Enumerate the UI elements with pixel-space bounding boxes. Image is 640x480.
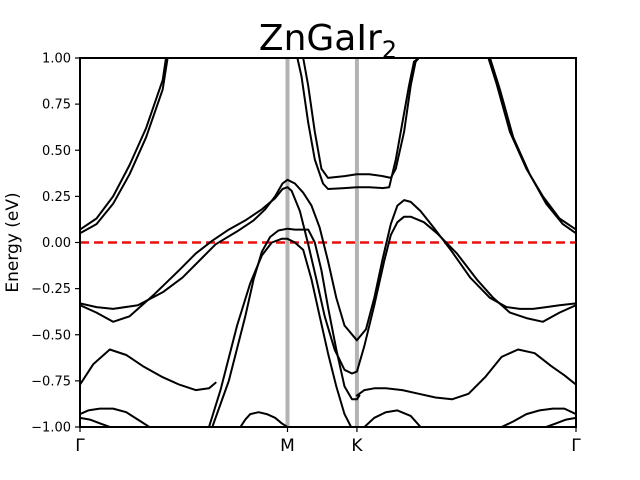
- y-tick-label: 0.25: [42, 190, 71, 205]
- y-tick-label: 0.00: [42, 236, 71, 251]
- x-tick-label-0: Γ: [75, 436, 85, 456]
- band-line-4: [302, 58, 420, 179]
- y-tick-label: −0.50: [31, 328, 71, 343]
- chart-title-main: ZnGaIr: [259, 18, 382, 59]
- y-tick-label: 0.75: [42, 98, 71, 113]
- band-line-5: [296, 58, 420, 190]
- band-line-0: [80, 58, 167, 231]
- band-line-17: [535, 416, 576, 427]
- y-ticks: 1.00 0.75 0.50 0.25 0.00 −0.25 −0.50 −0.75 −1.00: [31, 52, 80, 436]
- x-tick-label-2: K: [351, 436, 363, 456]
- band-line-3: [489, 58, 576, 235]
- y-tick-label: 1.00: [42, 52, 71, 67]
- band-line-7: [80, 186, 576, 375]
- band-line-2: [487, 58, 576, 231]
- x-tick-label-3: Γ: [571, 436, 581, 456]
- kpoint-lines: [285, 58, 359, 427]
- y-axis-label: Energy (eV): [3, 192, 23, 292]
- band-line-6: [80, 178, 576, 342]
- x-tick-label-1: M: [280, 436, 295, 456]
- y-tick-label: 0.50: [42, 144, 71, 159]
- y-tick-label: −0.75: [31, 374, 71, 389]
- band-line-16: [500, 407, 576, 427]
- band-line-15: [363, 409, 422, 427]
- band-line-9: [208, 237, 358, 427]
- chart-title-subscript: 2: [382, 36, 397, 64]
- band-line-14: [239, 411, 289, 427]
- band-line-10: [80, 348, 217, 392]
- band-line-13: [80, 416, 121, 427]
- band-line-11: [355, 348, 576, 401]
- band-line-8: [211, 227, 361, 427]
- band-line-12: [80, 407, 151, 427]
- band-line-1: [80, 58, 169, 235]
- bands: [80, 58, 576, 427]
- y-tick-label: −0.25: [31, 282, 71, 297]
- y-tick-label: −1.00: [31, 421, 71, 436]
